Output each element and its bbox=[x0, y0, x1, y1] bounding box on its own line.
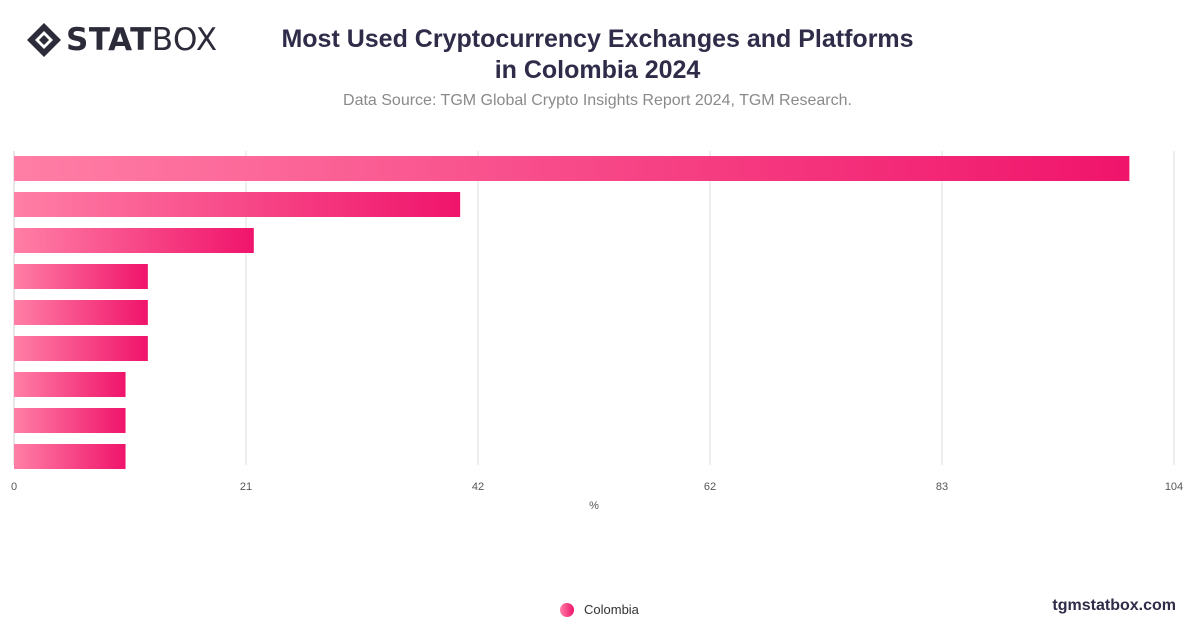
bar[interactable] bbox=[14, 156, 1130, 181]
diamond-logo-icon bbox=[27, 23, 61, 57]
x-tick-label: 0 bbox=[11, 481, 17, 493]
bar[interactable] bbox=[14, 228, 254, 253]
statbox-logo: STATBOX bbox=[26, 22, 218, 58]
x-tick-label: 83 bbox=[936, 481, 948, 493]
chart-title-line-2: in Colombia 2024 bbox=[494, 56, 701, 84]
logo-light-text: BOX bbox=[151, 22, 218, 58]
x-tick-label: 21 bbox=[240, 481, 252, 493]
bar-chart: 0 21 42 62 83 104 % bbox=[11, 151, 1183, 512]
bar[interactable] bbox=[14, 336, 148, 361]
legend-marker bbox=[560, 602, 574, 617]
chart-title-line-1: Most Used Cryptocurrency Exchanges and P… bbox=[281, 25, 914, 53]
x-tick-label: 62 bbox=[704, 481, 716, 493]
chart-title: Most Used Cryptocurrency Exchanges and P… bbox=[250, 24, 945, 86]
chart-subtitle: Data Source: TGM Global Crypto Insights … bbox=[343, 92, 852, 109]
bar[interactable] bbox=[14, 300, 148, 325]
bar[interactable] bbox=[14, 444, 126, 469]
site-url: tgmstatbox.com bbox=[1052, 597, 1176, 614]
legend-label-colombia: Colombia bbox=[584, 602, 639, 617]
logo-bold-text: STAT bbox=[66, 22, 152, 58]
x-axis-label: % bbox=[589, 500, 599, 512]
bar[interactable] bbox=[14, 264, 148, 289]
bar[interactable] bbox=[14, 372, 126, 397]
x-tick-label: 42 bbox=[472, 481, 484, 493]
x-axis-ticks: 0 21 42 62 83 104 bbox=[11, 481, 1183, 493]
logo-wordmark: STATBOX bbox=[66, 22, 218, 58]
legend[interactable]: Colombia bbox=[560, 602, 639, 617]
x-tick-label: 104 bbox=[1165, 481, 1183, 493]
bar[interactable] bbox=[14, 408, 126, 433]
bar[interactable] bbox=[14, 192, 461, 217]
bars bbox=[14, 156, 1130, 469]
